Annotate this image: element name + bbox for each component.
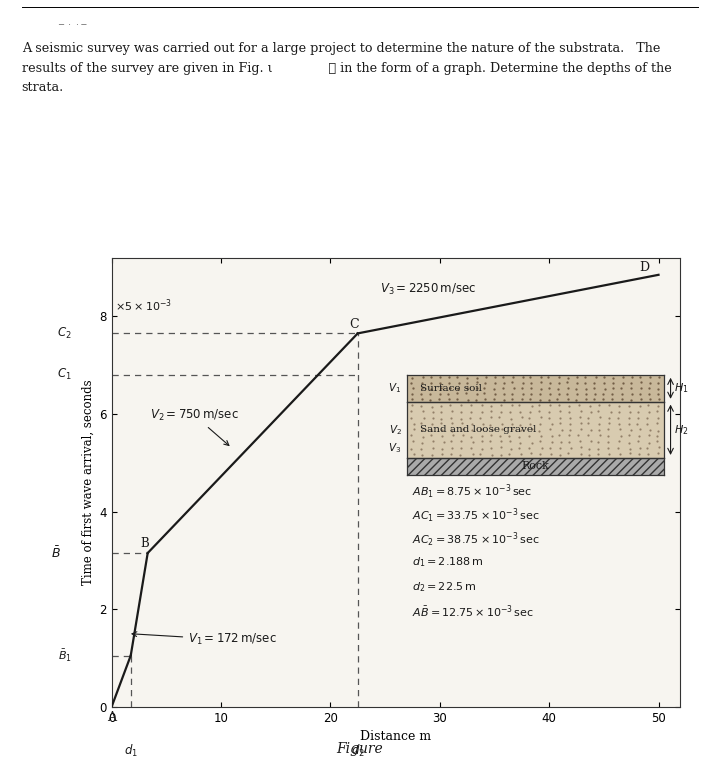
Text: $\bar{B}$: $\bar{B}$ bbox=[50, 545, 60, 561]
Text: $C_2$: $C_2$ bbox=[57, 326, 72, 341]
Text: $V_1 = 172\,\mathrm{m/sec}$: $V_1 = 172\,\mathrm{m/sec}$ bbox=[132, 632, 277, 647]
Bar bbox=[407, 401, 664, 458]
Text: $C_1$: $C_1$ bbox=[57, 367, 72, 383]
Text: A: A bbox=[107, 711, 116, 725]
Text: D: D bbox=[639, 261, 649, 274]
Text: $H_2$: $H_2$ bbox=[674, 423, 688, 437]
Text: $V_3$: $V_3$ bbox=[388, 441, 402, 455]
Text: B: B bbox=[140, 537, 149, 550]
Text: ─  ·  · ─: ─ · · ─ bbox=[58, 21, 86, 29]
Text: $AC_1 = 33.75 \times 10^{-3}\,\mathrm{sec}$: $AC_1 = 33.75 \times 10^{-3}\,\mathrm{se… bbox=[413, 507, 540, 525]
Text: $d_1$: $d_1$ bbox=[124, 743, 138, 759]
X-axis label: Distance m: Distance m bbox=[361, 730, 431, 744]
Text: $\bar{B}_1$: $\bar{B}_1$ bbox=[58, 647, 72, 664]
Text: $d_2$: $d_2$ bbox=[351, 743, 364, 759]
Text: C: C bbox=[349, 318, 359, 330]
Text: $d_1 = 2.188\,\mathrm{m}$: $d_1 = 2.188\,\mathrm{m}$ bbox=[413, 555, 484, 569]
Text: $V_3 = 2250\,\mathrm{m/sec}$: $V_3 = 2250\,\mathrm{m/sec}$ bbox=[379, 282, 476, 297]
Y-axis label: Time of first wave arrival, seconds: Time of first wave arrival, seconds bbox=[82, 380, 95, 585]
Text: $AC_2 = 38.75 \times 10^{-3}\,\mathrm{sec}$: $AC_2 = 38.75 \times 10^{-3}\,\mathrm{se… bbox=[413, 531, 540, 550]
Text: $V_2$: $V_2$ bbox=[389, 423, 402, 437]
Text: $V_1$: $V_1$ bbox=[388, 381, 402, 395]
Text: $H_1$: $H_1$ bbox=[674, 381, 688, 395]
Text: A seismic survey was carried out for a large project to determine the nature of : A seismic survey was carried out for a l… bbox=[22, 42, 671, 95]
Bar bbox=[407, 458, 664, 475]
Text: $\times 5 \times 10^{-3}$: $\times 5 \times 10^{-3}$ bbox=[115, 298, 172, 314]
Text: Surface soil: Surface soil bbox=[420, 383, 482, 393]
Text: $AB_1 = 8.75 \times 10^{-3}\,\mathrm{sec}$: $AB_1 = 8.75 \times 10^{-3}\,\mathrm{sec… bbox=[413, 482, 533, 501]
Text: Sand and loose gravel: Sand and loose gravel bbox=[420, 426, 536, 434]
Text: Figure: Figure bbox=[337, 742, 383, 756]
Text: $V_2 = 750\,\mathrm{m/sec}$: $V_2 = 750\,\mathrm{m/sec}$ bbox=[150, 408, 239, 445]
Text: $d_2 = 22.5\,\mathrm{m}$: $d_2 = 22.5\,\mathrm{m}$ bbox=[413, 580, 477, 594]
Text: $A\bar{B} = 12.75 \times 10^{-3}\,\mathrm{sec}$: $A\bar{B} = 12.75 \times 10^{-3}\,\mathr… bbox=[413, 604, 534, 620]
Text: Rock: Rock bbox=[521, 462, 549, 472]
Bar bbox=[407, 375, 664, 401]
